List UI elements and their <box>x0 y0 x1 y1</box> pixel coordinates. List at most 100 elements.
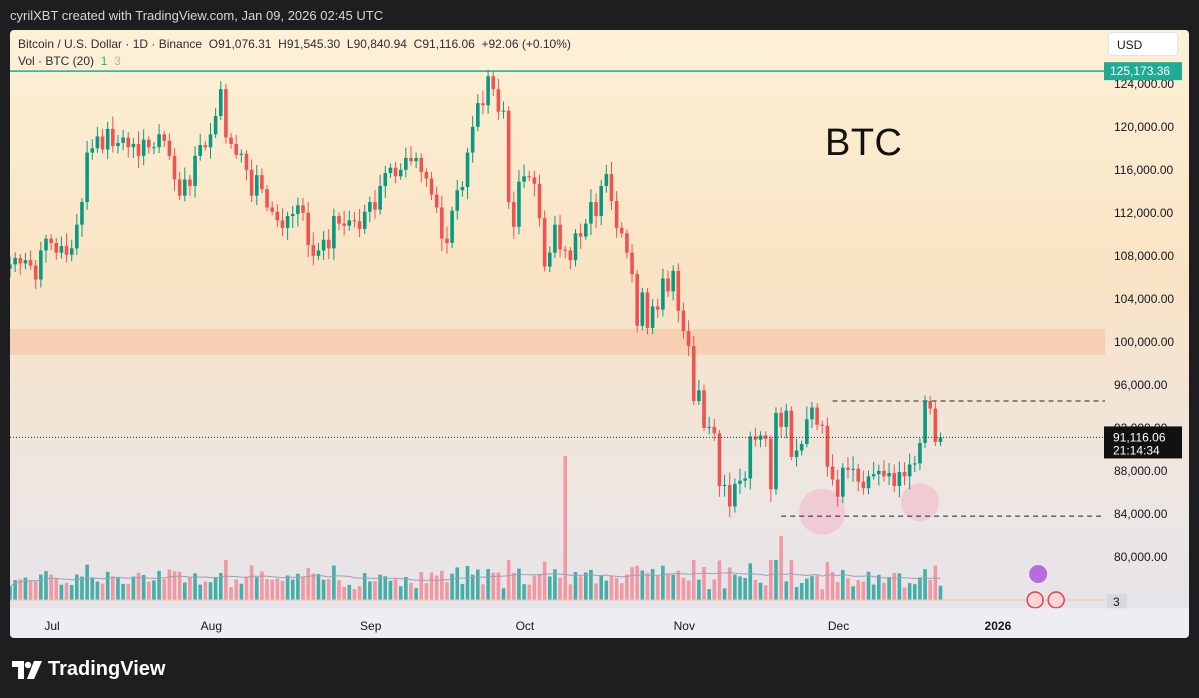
candle-body <box>172 155 177 180</box>
volume-bar <box>815 575 819 600</box>
tradingview-logo[interactable]: TradingView <box>12 658 165 681</box>
candle <box>779 407 783 438</box>
volume-bar <box>424 583 429 600</box>
candle-body <box>157 134 161 148</box>
candle-body <box>260 175 264 190</box>
candle-body <box>100 136 105 150</box>
volume-bar <box>794 587 799 600</box>
volume-bar <box>820 589 825 600</box>
candle <box>882 460 886 482</box>
candle <box>619 222 624 238</box>
candle <box>522 164 526 189</box>
candle <box>13 252 17 272</box>
legend-symbol: Bitcoin / U.S. Dollar · 1D · Binance <box>18 37 203 51</box>
candle <box>244 150 249 181</box>
legend-change: +92.06 (+0.10%) <box>481 37 571 51</box>
candle <box>388 163 393 178</box>
volume-bar <box>126 583 131 600</box>
volume-ma-line <box>10 572 941 587</box>
volume-bar <box>465 565 470 600</box>
candle-body <box>75 224 79 249</box>
volume-bar <box>625 574 629 600</box>
candle <box>753 427 758 447</box>
volume-bar <box>23 577 28 600</box>
volume-bar <box>270 579 274 600</box>
candle <box>404 147 408 178</box>
highlight-circle <box>900 483 939 522</box>
candle-body <box>594 202 598 217</box>
candle <box>296 197 300 227</box>
last-price-label: 91,116.06 <box>1113 430 1166 444</box>
volume-bar <box>100 583 105 600</box>
candle <box>897 461 902 498</box>
candle-body <box>810 407 814 420</box>
volume-bar <box>434 575 439 600</box>
candle <box>121 129 125 151</box>
candle <box>378 174 382 215</box>
volume-bar <box>213 577 218 600</box>
candle-body <box>573 233 578 261</box>
volume-bar <box>758 582 763 600</box>
volume-bar <box>830 571 835 600</box>
candle <box>476 94 480 132</box>
candle-body <box>902 472 907 477</box>
chart-area[interactable]: 80,000.0084,000.0088,000.0092,000.0096,0… <box>10 30 1189 638</box>
candle <box>851 456 855 482</box>
candle <box>342 210 346 236</box>
volume-bar <box>506 560 511 600</box>
candle-body <box>316 250 321 256</box>
candle-body <box>671 270 675 292</box>
candle <box>506 106 511 209</box>
candle-body <box>177 179 182 196</box>
candle-body <box>193 155 197 186</box>
volume-bar <box>866 571 871 600</box>
volume-bar <box>609 575 614 600</box>
candle <box>676 263 681 323</box>
volume-bar <box>738 576 742 600</box>
currency-button[interactable]: USD <box>1108 32 1178 56</box>
candle <box>239 149 244 163</box>
volume-bar <box>326 579 331 600</box>
volume-bar <box>152 580 156 600</box>
volume-bar <box>208 582 213 600</box>
candle <box>111 116 115 153</box>
candle <box>938 432 943 446</box>
volume-bar <box>157 570 161 600</box>
volume-bar <box>244 576 249 600</box>
volume-bar <box>306 567 310 600</box>
candle <box>537 174 542 227</box>
candle <box>136 131 141 169</box>
candle-body <box>676 270 681 311</box>
volume-bar <box>177 571 182 600</box>
candle-body <box>54 242 59 253</box>
candle-body <box>218 89 223 117</box>
candle <box>496 78 501 121</box>
candle <box>738 468 742 494</box>
legend-vol-a: 1 <box>100 54 108 68</box>
candle-body <box>409 157 413 162</box>
candle <box>691 335 696 406</box>
volume-bar <box>198 584 203 600</box>
candle <box>871 461 876 480</box>
candle-body <box>779 412 783 427</box>
volume-bar <box>748 563 753 600</box>
volume-bar <box>254 577 259 600</box>
candle <box>131 138 136 158</box>
candle-body <box>866 476 871 489</box>
price-chart[interactable]: 80,000.0084,000.0088,000.0092,000.0096,0… <box>10 30 1189 638</box>
candle <box>224 83 228 144</box>
volume-bar <box>512 572 516 600</box>
candle <box>501 101 506 119</box>
volume-bar <box>13 580 17 600</box>
volume-bar <box>769 560 773 600</box>
candle-body <box>126 137 131 148</box>
y-tick-label: 112,000.00 <box>1114 206 1173 220</box>
candle-body <box>434 194 439 208</box>
volume-bar <box>409 582 413 600</box>
volume-bar <box>614 577 619 600</box>
volume-bar <box>558 577 562 600</box>
candle-body <box>105 128 110 150</box>
candle <box>116 134 120 154</box>
candle <box>589 189 593 236</box>
candle-body <box>733 483 737 507</box>
